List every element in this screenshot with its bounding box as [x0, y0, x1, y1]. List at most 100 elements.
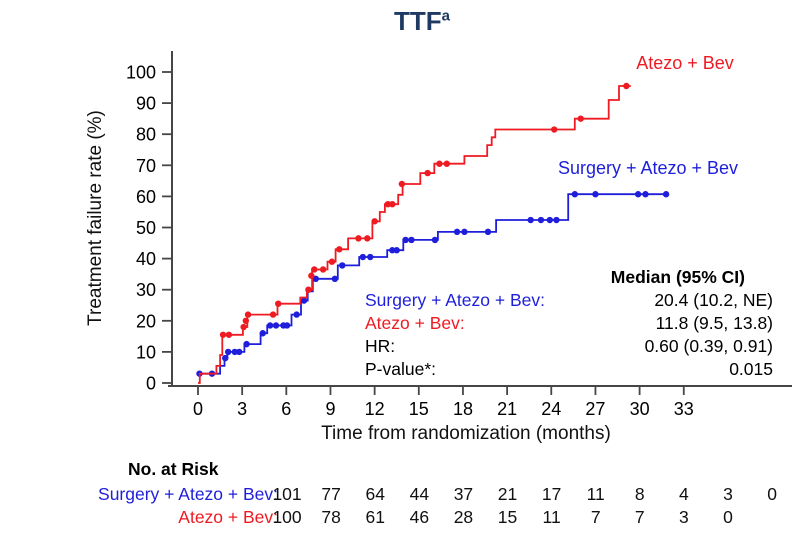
censor-mark: [266, 322, 274, 329]
y-tick-label: 90: [136, 94, 156, 114]
stats-panel: Median (95% CI) Surgery + Atezo + Bev: 2…: [365, 266, 773, 381]
censor-mark: [551, 126, 558, 133]
y-tick-label: 70: [136, 156, 156, 176]
risk-count: 7: [590, 507, 601, 527]
censor-mark: [224, 348, 232, 356]
stats-label: Atezo + Bev:: [365, 313, 465, 333]
x-tick-label: 33: [674, 399, 694, 419]
x-tick-label: 18: [453, 399, 473, 419]
stats-row-pvalue: P-value*: 0.015: [365, 358, 773, 381]
censor-mark: [424, 169, 431, 177]
censor-mark: [642, 191, 649, 198]
stats-label: HR:: [365, 336, 396, 356]
censor-mark: [461, 228, 468, 236]
censor-mark: [389, 200, 396, 208]
axes-lines: [168, 51, 792, 387]
y-axis-label: Treatment failure rate (%): [85, 110, 106, 326]
censor-mark: [367, 253, 374, 261]
risk-count: 37: [453, 484, 474, 504]
page-title: TTFa: [20, 6, 804, 37]
x-tick-label: 24: [541, 399, 561, 419]
censor-mark: [371, 218, 378, 225]
risk-count: 11: [542, 507, 561, 527]
km-curve-atezo-bev: [198, 85, 631, 384]
risk-row-label-surgery: Surgery + Atezo + Bev:: [98, 484, 278, 504]
risk-count: 8: [634, 484, 645, 504]
censor-mark: [222, 354, 229, 362]
curve-label-atezo-bev: Atezo + Bev: [636, 53, 734, 73]
censor-mark: [436, 160, 443, 167]
y-tick-label: 30: [136, 280, 156, 300]
censor-mark: [308, 272, 315, 279]
censor-mark: [389, 247, 396, 254]
stats-label: P-value*:: [365, 359, 437, 379]
censor-mark: [431, 236, 439, 244]
risk-table-title: No. at Risk: [128, 459, 219, 479]
stats-row-hr: HR: 0.60 (0.39, 0.91): [365, 335, 773, 358]
title-text: TTF: [394, 6, 442, 36]
risk-count: 21: [497, 484, 518, 504]
risk-row-values-surgery: 101 77 64 44 37 21 17 11 8 4 3 0: [265, 484, 794, 505]
risk-count: 44: [409, 484, 430, 504]
censor-mark: [243, 340, 250, 348]
censor-mark: [275, 300, 282, 307]
censor-mark: [537, 216, 545, 224]
risk-count: 17: [541, 484, 562, 504]
x-tick-label: 30: [630, 399, 650, 419]
risk-count: 101: [272, 484, 302, 504]
censor-mark: [592, 191, 599, 198]
censor-mark: [231, 348, 238, 356]
y-tick-label: 80: [136, 125, 156, 145]
x-tick-label: 3: [237, 399, 247, 419]
censor-mark: [319, 266, 327, 273]
risk-count: 0: [723, 507, 733, 527]
risk-count: 15: [497, 507, 518, 527]
censor-mark: [384, 200, 392, 208]
censor-mark: [443, 160, 450, 167]
risk-row-label-atezo: Atezo + Bev:: [178, 507, 278, 527]
stats-value: 0.60 (0.39, 0.91): [644, 336, 773, 356]
y-tick-label: 10: [136, 342, 156, 362]
risk-count: 100: [272, 507, 302, 527]
censor-mark: [219, 331, 227, 338]
censor-mark: [272, 322, 280, 329]
censor-mark: [283, 322, 291, 329]
censor-mark: [546, 216, 554, 224]
stats-value: 0.015: [729, 359, 773, 379]
risk-count: 3: [679, 507, 689, 527]
stats-value: 11.8 (9.5, 13.8): [655, 313, 773, 333]
censor-mark: [355, 235, 362, 242]
censor-mark: [577, 115, 584, 122]
censor-mark: [336, 246, 343, 253]
y-tick-label: 0: [146, 374, 156, 394]
risk-count: 0: [767, 484, 777, 504]
stats-row-median-atezo: Atezo + Bev: 11.8 (9.5, 13.8): [365, 312, 773, 335]
x-tick-label: 0: [193, 399, 203, 419]
censor-mark: [402, 236, 409, 244]
censor-mark: [311, 266, 318, 273]
censor-mark: [328, 258, 336, 265]
x-tick-label: 9: [325, 399, 335, 419]
stats-label: Surgery + Atezo + Bev:: [365, 290, 545, 310]
censor-mark: [553, 216, 560, 224]
y-tick-label: 50: [136, 218, 156, 238]
x-tick-label: 27: [585, 399, 605, 419]
risk-row-values-atezo: 100 78 61 46 28 15 11 7 7 3 0: [265, 507, 750, 528]
stats-header: Median (95% CI): [610, 267, 745, 287]
censor-mark: [339, 262, 346, 269]
risk-count: 28: [453, 507, 474, 527]
x-tick-label: 21: [497, 399, 517, 419]
censor-mark: [236, 348, 243, 356]
censor-mark: [331, 275, 339, 283]
censor-mark: [359, 253, 367, 261]
censor-mark: [484, 228, 492, 236]
censor-mark: [300, 297, 308, 304]
x-axis-label: Time from randomization (months): [321, 423, 611, 444]
censor-mark: [453, 228, 461, 236]
censor-mark: [623, 82, 630, 90]
censor-mark: [634, 191, 642, 198]
censor-mark: [408, 236, 415, 244]
risk-count: 61: [365, 507, 385, 527]
censor-mark: [293, 311, 300, 318]
